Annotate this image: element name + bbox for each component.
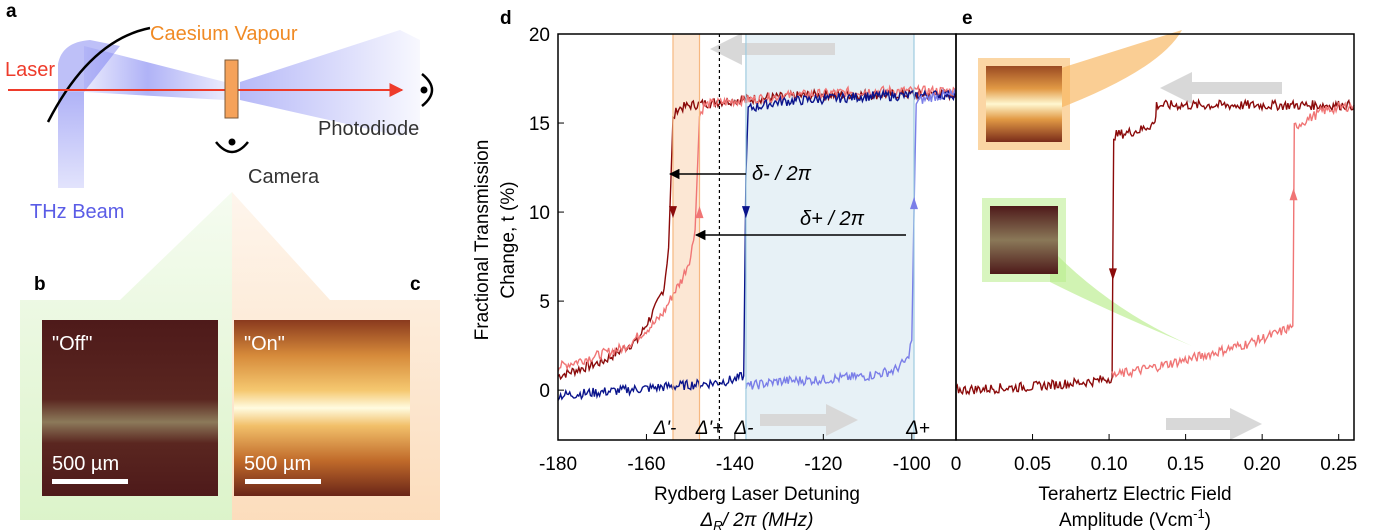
series-line-dark_blue bbox=[557, 88, 957, 401]
panel-e-ticks: 0 0.05 0.10 0.15 0.20 0.25 bbox=[951, 434, 1357, 475]
series-line-light_blue bbox=[745, 88, 957, 390]
off-inset-image bbox=[990, 206, 1058, 274]
panel-e-direction-arrows bbox=[1160, 72, 1282, 440]
transition-arrow-icon bbox=[909, 197, 918, 210]
panel-e-frame bbox=[955, 33, 1355, 441]
scale-bar-on bbox=[245, 479, 321, 484]
panel-e-xlabel: Terahertz Electric Field bbox=[1038, 484, 1231, 505]
delta-plus-label: δ+ / 2π bbox=[800, 208, 865, 230]
transition-arrow-icon bbox=[741, 206, 750, 219]
off-inset bbox=[982, 198, 1192, 346]
parabolic-mirror bbox=[46, 26, 151, 123]
sweep-left-arrow-icon bbox=[1160, 72, 1282, 104]
x-tick-label: -180 bbox=[539, 454, 577, 475]
transition-arrow-icon bbox=[1108, 268, 1117, 281]
scale-bar-on-label: 500 µm bbox=[244, 453, 311, 475]
series-line-light_red bbox=[1111, 101, 1355, 379]
marker-label: Δ+ bbox=[905, 418, 930, 439]
thz-beam-vertical bbox=[58, 92, 84, 188]
transition-arrow-icon bbox=[695, 206, 704, 219]
panel-label-e: e bbox=[962, 8, 973, 29]
transition-arrow-icon bbox=[668, 206, 677, 219]
marker-label: Δ- bbox=[733, 418, 753, 439]
xlabel2-sub: R bbox=[713, 518, 722, 531]
series-line-dark_red bbox=[955, 97, 1355, 396]
on-inset-pointer bbox=[1055, 30, 1182, 110]
transition-arrow-icon bbox=[1289, 188, 1298, 201]
scale-bar-off-label: 500 µm bbox=[52, 453, 119, 475]
laser-label: Laser bbox=[5, 59, 55, 81]
off-label: "Off" bbox=[52, 333, 93, 355]
sweep-left-arrow-icon bbox=[710, 33, 835, 65]
off-image bbox=[42, 320, 218, 496]
y-tick-label: 15 bbox=[529, 114, 550, 135]
panel-e-chart: e 0 0.05 0.10 0.15 0.20 0.25 Terahertz Electr… bbox=[951, 8, 1357, 531]
delta-minus-label: δ- / 2π bbox=[752, 163, 812, 185]
x-tick-label: 0.25 bbox=[1320, 454, 1357, 475]
panel-a-schematic: a Laser Caesium Vapour Photodiode Camera… bbox=[5, 1, 434, 223]
panel-d-ylabel1: Fractional Transmission bbox=[472, 140, 493, 341]
photodiode-dot-icon bbox=[420, 86, 428, 94]
y-tick-label: 0 bbox=[539, 381, 550, 402]
sweep-right-arrow-icon bbox=[760, 404, 858, 436]
panel-d-markers: Δ'- Δ'+ Δ- Δ+ bbox=[653, 418, 930, 439]
panel-d-xlabel2: ΔR/ 2π (MHz) bbox=[700, 510, 814, 531]
panel-d-chart: d δ- / 2π δ+ / 2π Δ'- Δ'+ Δ- Δ+ -180 -160 -14… bbox=[472, 8, 957, 531]
xlabel2-symbol: Δ bbox=[700, 510, 714, 531]
panel-d-annotations: δ- / 2π δ+ / 2π bbox=[668, 163, 906, 241]
on-label: "On" bbox=[244, 333, 285, 355]
x-tick-label: -160 bbox=[627, 454, 665, 475]
on-image bbox=[234, 320, 410, 496]
thz-beam-diverging bbox=[240, 30, 420, 136]
panel-d-xlabel: Rydberg Laser Detuning bbox=[654, 484, 860, 505]
x-tick-label: 0.05 bbox=[1014, 454, 1051, 475]
panel-label-b: b bbox=[34, 274, 46, 295]
thz-beam-focus bbox=[84, 46, 225, 100]
x-tick-label: 0.15 bbox=[1167, 454, 1204, 475]
vapour-label: Caesium Vapour bbox=[150, 23, 298, 45]
camera-dot-icon bbox=[228, 138, 236, 146]
thz-beam-label: THz Beam bbox=[30, 201, 124, 223]
y-tick-label: 10 bbox=[529, 203, 550, 224]
photodiode-icon bbox=[421, 73, 434, 107]
band-orange bbox=[672, 34, 700, 440]
camera-icon bbox=[215, 141, 249, 154]
vapour-cell bbox=[224, 59, 239, 119]
panel-label-c: c bbox=[410, 274, 421, 295]
marker-label: Δ'+ bbox=[695, 418, 723, 439]
x-tick-label: 0.20 bbox=[1244, 454, 1281, 475]
on-inset-image bbox=[986, 66, 1062, 142]
camera-label: Camera bbox=[248, 166, 320, 188]
xlabel2-sup: -1 bbox=[1193, 506, 1205, 521]
marker-label: Δ'- bbox=[653, 418, 677, 439]
x-tick-label: 0 bbox=[951, 454, 962, 475]
xlabel2-rest: / 2π (MHz) bbox=[721, 510, 814, 531]
panel-d-direction-arrows bbox=[710, 33, 858, 436]
sweep-right-arrow-icon bbox=[1166, 408, 1262, 440]
panel-d-ticks: -180 -160 -140 -120 -100 0 5 10 15 20 bbox=[529, 25, 931, 475]
on-inset bbox=[978, 30, 1182, 150]
panel-e-xlabel2: Amplitude (Vcm-1) bbox=[1059, 506, 1211, 531]
panel-label-a: a bbox=[6, 1, 17, 22]
series-line-light_red bbox=[557, 83, 957, 372]
y-tick-label: 20 bbox=[529, 25, 550, 46]
xlabel2-main: Amplitude (Vcm bbox=[1059, 510, 1193, 531]
x-tick-label: -100 bbox=[893, 454, 931, 475]
panel-d-ylabel2: Change, t (%) bbox=[498, 181, 519, 298]
scale-bar-off bbox=[52, 479, 128, 484]
y-tick-label: 5 bbox=[539, 292, 550, 313]
photodiode-label: Photodiode bbox=[318, 118, 419, 140]
x-tick-label: -140 bbox=[716, 454, 754, 475]
x-tick-label: 0.10 bbox=[1091, 454, 1128, 475]
panel-d-series bbox=[557, 83, 957, 401]
panel-e-series bbox=[955, 97, 1355, 396]
off-inset-pointer bbox=[1050, 248, 1192, 346]
x-tick-label: -120 bbox=[804, 454, 842, 475]
panel-bc-images: b c "Off" "On" 500 µm 500 µm bbox=[20, 192, 440, 520]
panel-label-d: d bbox=[500, 8, 512, 29]
xlabel2-end: ) bbox=[1205, 510, 1211, 531]
